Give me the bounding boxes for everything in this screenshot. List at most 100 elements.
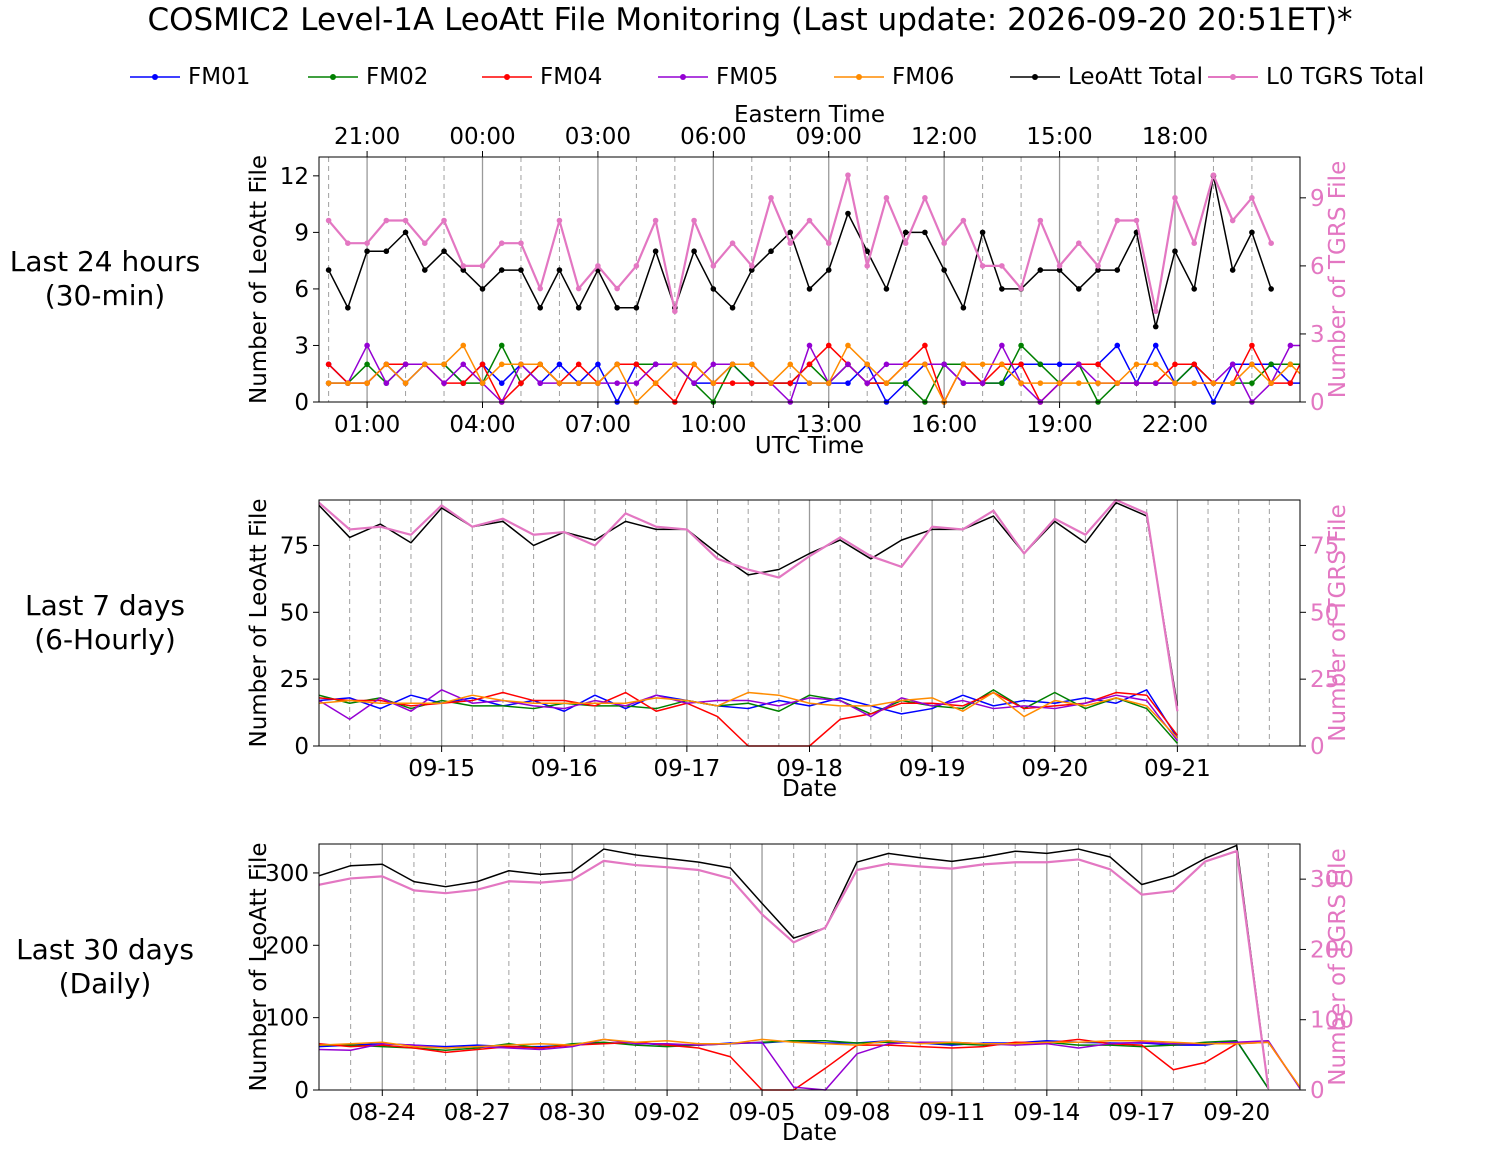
data-point-leoatt-total-6 — [441, 248, 447, 255]
ytick-label-left-3: 9 — [294, 220, 309, 246]
chart-last-24-hours: 0 3 6 9 12 0 3 6 9 01:00 04:00 07:00 10:00 13:00 16:00… — [246, 102, 1351, 459]
data-point-l0-tgrs-total-48 — [1249, 195, 1255, 201]
data-point-leoatt-total-21 — [729, 304, 736, 311]
data-point-leoatt-total-22 — [748, 267, 755, 273]
data-point-l0-tgrs-total-6 — [441, 217, 447, 224]
xtick-label-5: 16:00 — [911, 412, 977, 438]
data-point-fm06-12 — [556, 380, 563, 386]
data-point-fm05-16 — [633, 380, 640, 386]
xtick-label-9: 09-20 — [1203, 1100, 1270, 1126]
data-point-l0-tgrs-total-32 — [941, 240, 947, 247]
legend-label-fm06: FM06 — [892, 64, 955, 90]
data-point-fm05-4 — [402, 361, 409, 368]
data-point-fm04-45 — [1191, 361, 1198, 368]
data-point-fm06-50 — [1287, 361, 1294, 368]
data-point-leoatt-total-48 — [1249, 229, 1255, 236]
x-axis-title: Date — [782, 776, 837, 802]
data-point-l0-tgrs-total-28 — [864, 263, 871, 269]
series-line-leoatt-total — [327, 175, 1272, 328]
xtick-top-label-5: 12:00 — [911, 124, 977, 150]
data-point-leoatt-total-3 — [383, 248, 390, 255]
data-point-fm05-20 — [710, 361, 717, 368]
data-point-fm06-5 — [421, 361, 428, 368]
data-point-fm04-36 — [1018, 361, 1024, 368]
data-point-leoatt-total-44 — [1172, 248, 1178, 255]
figure-title: COSMIC2 Level-1A LeoAtt File Monitoring … — [147, 2, 1353, 38]
data-point-fm05-25 — [806, 342, 813, 349]
xtick-label-6: 19:00 — [1026, 412, 1092, 438]
data-point-fm01-12 — [556, 361, 563, 368]
data-point-leoatt-total-11 — [537, 304, 544, 311]
data-point-l0-tgrs-total-13 — [575, 285, 582, 292]
legend-swatch-fm06 — [834, 74, 884, 80]
y-axis-title-right: Number of TGRS File — [1325, 504, 1351, 741]
data-point-fm06-37 — [1037, 380, 1044, 386]
data-point-leoatt-total-8 — [479, 286, 486, 292]
data-point-l0-tgrs-total-11 — [537, 285, 544, 292]
data-point-l0-tgrs-total-29 — [883, 195, 890, 201]
data-point-leoatt-total-17 — [652, 248, 659, 255]
data-point-fm04-24 — [787, 380, 794, 386]
row-label-days: Last 7 days (6-Hourly) — [0, 589, 210, 657]
data-point-fm05-32 — [941, 361, 947, 368]
ytick-label-left-1: 100 — [265, 1006, 309, 1032]
xtick-label-3: 09-18 — [776, 756, 843, 782]
data-point-l0-tgrs-total-2 — [364, 240, 370, 247]
data-point-fm06-1 — [345, 380, 351, 386]
data-point-leoatt-total-31 — [922, 229, 928, 236]
data-point-fm05-29 — [883, 361, 890, 368]
data-point-leoatt-total-40 — [1095, 267, 1101, 273]
xtick-label-0: 08-24 — [349, 1100, 416, 1126]
row-label-month-line2: (Daily) — [58, 967, 152, 1000]
ytick-label-right-2: 6 — [1310, 254, 1325, 280]
data-point-fm06-36 — [1018, 380, 1024, 386]
data-point-l0-tgrs-total-37 — [1037, 217, 1044, 224]
data-point-leoatt-total-24 — [787, 229, 794, 236]
y-axis-title-right: Number of TGRS File — [1325, 161, 1351, 398]
xtick-label-2: 08-30 — [539, 1100, 606, 1126]
data-point-l0-tgrs-total-16 — [633, 263, 640, 269]
xtick-top-label-7: 18:00 — [1142, 124, 1208, 150]
data-point-l0-tgrs-total-17 — [652, 217, 659, 224]
xtick-label-2: 07:00 — [565, 412, 631, 438]
data-point-fm06-29 — [883, 380, 890, 386]
data-point-l0-tgrs-total-8 — [479, 263, 486, 269]
data-point-fm06-31 — [922, 361, 928, 368]
ytick-label-left-1: 25 — [280, 667, 309, 693]
ytick-label-right-0: 0 — [1310, 734, 1325, 760]
data-point-fm05-17 — [652, 361, 659, 368]
series-line-l0-tgrs-total — [327, 174, 1273, 313]
xtick-label-5: 09-08 — [824, 1100, 891, 1126]
data-point-leoatt-total-30 — [902, 229, 909, 236]
data-point-fm04-40 — [1095, 361, 1101, 368]
data-point-fm05-43 — [1152, 380, 1159, 386]
data-point-fm06-14 — [595, 380, 601, 386]
data-point-fm05-50 — [1287, 342, 1294, 349]
data-point-fm06-38 — [1056, 380, 1063, 386]
y-axis-title-left: Number of LeoAtt File — [246, 499, 272, 748]
ytick-label-right-3: 300 — [1310, 867, 1354, 893]
data-point-fm05-7 — [460, 361, 467, 368]
data-point-leoatt-total-35 — [999, 286, 1005, 292]
ytick-label-left-0: 0 — [294, 1078, 309, 1104]
xtick-label-7: 22:00 — [1142, 412, 1208, 438]
data-point-leoatt-total-26 — [825, 267, 832, 273]
ytick-label-right-0: 0 — [1310, 390, 1325, 416]
xtick-label-0: 09-15 — [408, 756, 475, 782]
data-point-l0-tgrs-total-12 — [556, 217, 563, 224]
data-point-l0-tgrs-total-42 — [1133, 217, 1140, 224]
data-point-fm06-2 — [364, 380, 370, 386]
data-point-l0-tgrs-total-26 — [825, 240, 832, 247]
data-point-leoatt-total-32 — [941, 267, 947, 273]
data-point-fm06-20 — [710, 380, 717, 386]
data-point-fm05-33 — [960, 380, 967, 386]
chart-last-30-days: 0 100 200 300 0 100 200 300 08-24 08-27 08-30 09-02… — [246, 843, 1354, 1146]
data-point-fm06-19 — [691, 361, 697, 368]
legend-label-fm01: FM01 — [188, 64, 251, 90]
data-point-fm02-36 — [1018, 342, 1024, 349]
ytick-label-right-3: 9 — [1310, 186, 1325, 212]
legend-swatch-fm04 — [482, 74, 532, 80]
data-point-l0-tgrs-total-34 — [979, 263, 986, 269]
data-point-fm02-48 — [1249, 380, 1255, 386]
data-point-l0-tgrs-total-7 — [460, 263, 467, 269]
